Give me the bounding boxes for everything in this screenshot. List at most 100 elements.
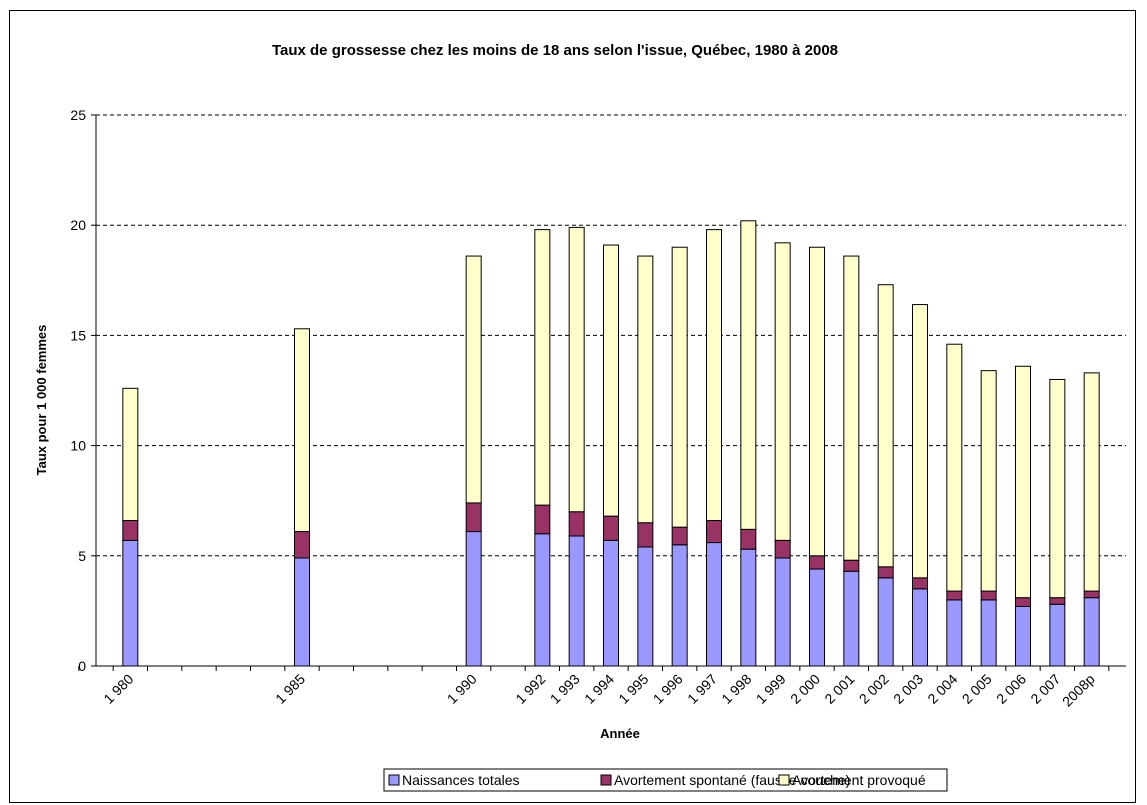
x-tick-label: 1 997 <box>684 671 720 707</box>
y-tick-label: 0 <box>78 658 86 674</box>
legend: Naissances totales Avortement spontané (f… <box>383 768 948 792</box>
bar-segment <box>637 255 654 524</box>
bar-segment <box>122 387 139 522</box>
legend-swatch <box>600 774 612 786</box>
bar-segment <box>534 533 551 667</box>
x-tick-label: 1 980 <box>100 671 136 707</box>
bar-segment <box>294 557 310 667</box>
y-tick-label: 10 <box>70 438 86 454</box>
bar-segment <box>706 542 722 667</box>
x-tick-label: 1 990 <box>444 671 480 707</box>
bar-segment <box>946 343 963 592</box>
y-tick-label: 25 <box>70 107 86 123</box>
x-tick-label: 1 995 <box>615 671 651 707</box>
bar-segment <box>465 502 482 533</box>
axes <box>78 114 1126 671</box>
bar-segment <box>912 588 928 667</box>
bar-segment <box>1049 378 1066 599</box>
bar-segment <box>1083 590 1100 599</box>
x-tick-label: 2 000 <box>787 671 823 707</box>
bar-segment <box>1015 365 1031 599</box>
bar-segment <box>1015 605 1031 667</box>
bar-segment <box>122 520 139 541</box>
bar-segment <box>740 220 757 530</box>
x-tick-label: 1 996 <box>650 671 686 707</box>
bar-segment <box>809 555 825 570</box>
chart-frame: Taux de grossesse chez les moins de 18 a… <box>9 10 1136 803</box>
bars <box>122 220 1100 667</box>
bar-segment <box>1049 603 1066 667</box>
bar-segment <box>877 284 894 568</box>
bar-segment <box>534 504 551 535</box>
legend-swatch <box>388 774 400 786</box>
bar-segment <box>671 526 688 546</box>
bar-segment <box>740 548 757 667</box>
bar-segment <box>774 539 791 559</box>
bar-segment <box>568 535 585 667</box>
x-tick-label: 1 993 <box>547 671 583 707</box>
bar-segment <box>603 515 619 541</box>
x-tick-label: 2 005 <box>959 671 995 707</box>
x-axis-title: Année <box>600 726 640 741</box>
bar-segment <box>294 328 310 533</box>
bar-segment <box>465 531 482 667</box>
legend-box <box>383 768 948 792</box>
x-tick-label: 2 002 <box>856 671 892 707</box>
x-tick-label: 2 003 <box>890 671 926 707</box>
legend-label: Naissances totales <box>402 772 520 788</box>
bar-segment <box>706 520 722 544</box>
bar-segment <box>843 255 860 561</box>
bar-segment <box>843 570 860 667</box>
x-tick-label: 2 004 <box>924 671 960 707</box>
bar-segment <box>637 522 654 548</box>
bar-segment <box>568 226 585 513</box>
x-tick-label: 1 999 <box>753 671 789 707</box>
y-tick-label: 15 <box>70 327 86 343</box>
chart-title: Taux de grossesse chez les moins de 18 a… <box>272 42 838 59</box>
chart-svg: Taux de grossesse chez les moins de 18 a… <box>34 42 1126 792</box>
bar-segment <box>774 242 791 541</box>
bar-segment <box>465 255 482 504</box>
x-tick-label: 2 001 <box>821 671 857 707</box>
bar-segment <box>877 566 894 579</box>
x-tick-label: 1 985 <box>272 671 308 707</box>
y-tick-label: 5 <box>78 548 86 564</box>
legend-label: Avortement provoqué <box>792 772 926 788</box>
bar-segment <box>603 244 619 517</box>
x-tick-label: 1 992 <box>512 671 548 707</box>
bar-segment <box>946 599 963 667</box>
bar-segment <box>1049 597 1066 605</box>
bar-segment <box>706 229 722 522</box>
bar-segment <box>980 599 997 667</box>
x-tick-label: 2 006 <box>993 671 1029 707</box>
bar-segment <box>809 568 825 667</box>
x-tick-label: 2008p <box>1059 671 1098 710</box>
bar-segment <box>671 246 688 528</box>
bar-segment <box>877 577 894 667</box>
bar-segment <box>774 557 791 667</box>
x-tick-label: 1 998 <box>718 671 754 707</box>
legend-label: Avortement spontané (fausse couche) <box>614 772 850 788</box>
y-tick-labels: 0 5 10 15 20 25 <box>70 107 86 674</box>
bar-segment <box>946 590 963 601</box>
bar-segment <box>637 546 654 667</box>
bar-segment <box>980 370 997 592</box>
bar-segment <box>122 539 139 667</box>
bar-segment <box>843 559 860 572</box>
bar-segment <box>912 577 928 590</box>
bar-segment <box>912 304 928 579</box>
bar-segment <box>740 528 757 550</box>
bar-segment <box>809 246 825 557</box>
legend-swatch <box>778 774 790 786</box>
bar-segment <box>1083 597 1100 667</box>
bar-segment <box>603 539 619 667</box>
bar-segment <box>1015 597 1031 607</box>
bar-segment <box>1083 372 1100 592</box>
x-tick-label: 1 994 <box>581 671 617 707</box>
y-axis-title: Taux pour 1 000 femmes <box>34 325 49 476</box>
y-tick-label: 20 <box>70 217 86 233</box>
bar-segment <box>294 531 310 559</box>
bar-segment <box>671 544 688 667</box>
bar-segment <box>980 590 997 601</box>
